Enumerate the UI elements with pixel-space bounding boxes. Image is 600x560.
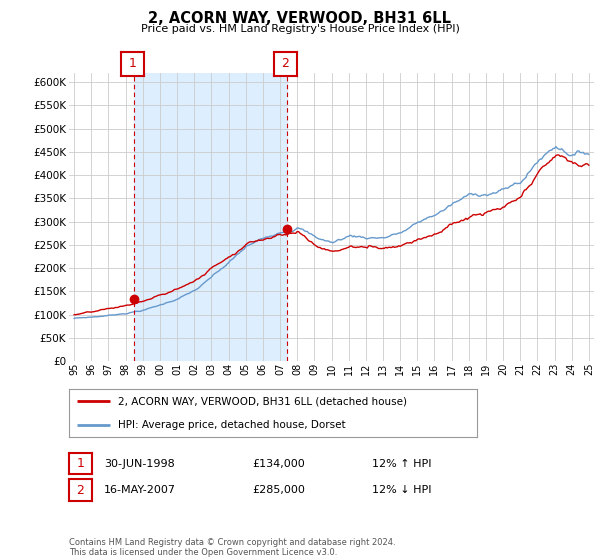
Text: 1: 1	[128, 57, 136, 71]
Text: 12% ↑ HPI: 12% ↑ HPI	[372, 459, 431, 469]
Text: HPI: Average price, detached house, Dorset: HPI: Average price, detached house, Dors…	[118, 420, 346, 430]
Text: Price paid vs. HM Land Registry's House Price Index (HPI): Price paid vs. HM Land Registry's House …	[140, 24, 460, 34]
Text: £285,000: £285,000	[252, 485, 305, 495]
Text: 2: 2	[281, 57, 289, 71]
Text: 2: 2	[76, 483, 85, 497]
Bar	[134, 73, 287, 361]
Text: Contains HM Land Registry data © Crown copyright and database right 2024.
This d: Contains HM Land Registry data © Crown c…	[69, 538, 395, 557]
Text: 30-JUN-1998: 30-JUN-1998	[104, 459, 175, 469]
Text: 12% ↓ HPI: 12% ↓ HPI	[372, 485, 431, 495]
Text: 2, ACORN WAY, VERWOOD, BH31 6LL (detached house): 2, ACORN WAY, VERWOOD, BH31 6LL (detache…	[118, 396, 407, 406]
Text: £134,000: £134,000	[252, 459, 305, 469]
Text: 16-MAY-2007: 16-MAY-2007	[104, 485, 176, 495]
Text: 1: 1	[76, 457, 85, 470]
Text: 2, ACORN WAY, VERWOOD, BH31 6LL: 2, ACORN WAY, VERWOOD, BH31 6LL	[149, 11, 452, 26]
